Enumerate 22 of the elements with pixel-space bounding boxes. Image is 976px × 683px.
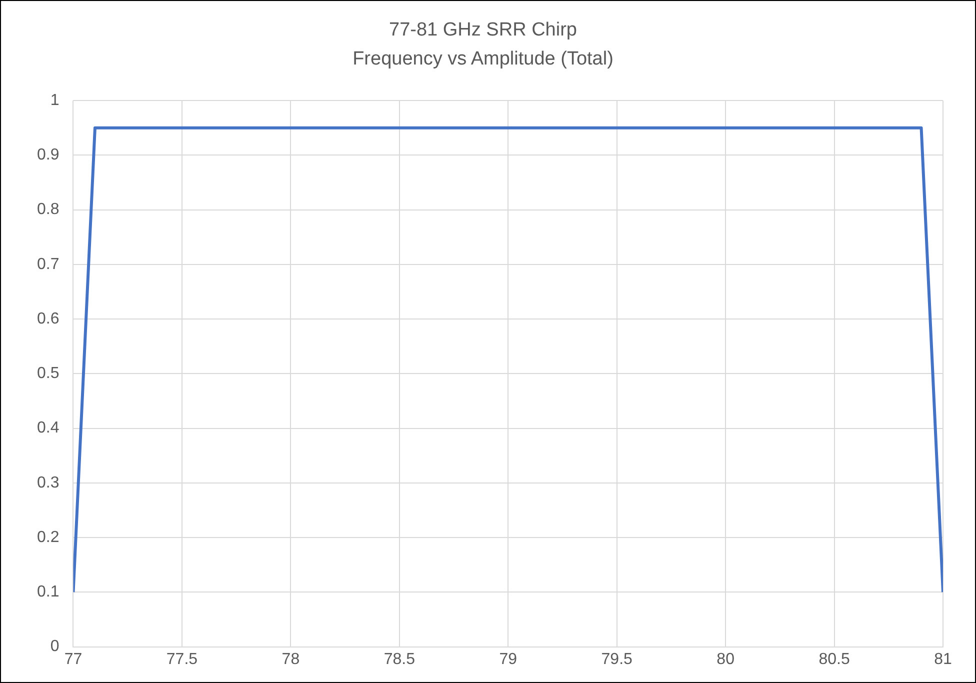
y-tick-label: 0.6 [36,310,60,328]
y-tick-label: 0 [50,638,60,656]
x-tick-label: 79 [499,650,518,668]
y-tick-label: 0.4 [36,420,60,437]
y-tick-label: 0.9 [36,146,60,164]
y-tick-label: 0.1 [36,584,60,601]
x-tick-label: 80.5 [818,650,850,668]
x-tick-label: 78 [282,650,300,668]
x-tick-label: 80 [716,650,735,668]
y-tick-label: 1 [50,92,60,110]
y-tick-label: 0.3 [36,474,60,492]
y-tick-label: 0.7 [36,256,60,273]
chart-subtitle: Frequency vs Amplitude (Total) [352,48,614,70]
x-tick-label: 81 [934,650,952,668]
x-tick-label: 77 [64,650,82,668]
y-tick-label: 0.5 [36,365,60,382]
y-tick-label: 0.2 [36,528,60,546]
x-tick-label: 78.5 [384,650,416,668]
x-tick-label: 79.5 [601,650,633,668]
chart-title: 77-81 GHz SRR Chirp [389,20,577,41]
x-tick-label: 77.5 [166,650,198,668]
y-tick-label: 0.8 [36,201,60,218]
